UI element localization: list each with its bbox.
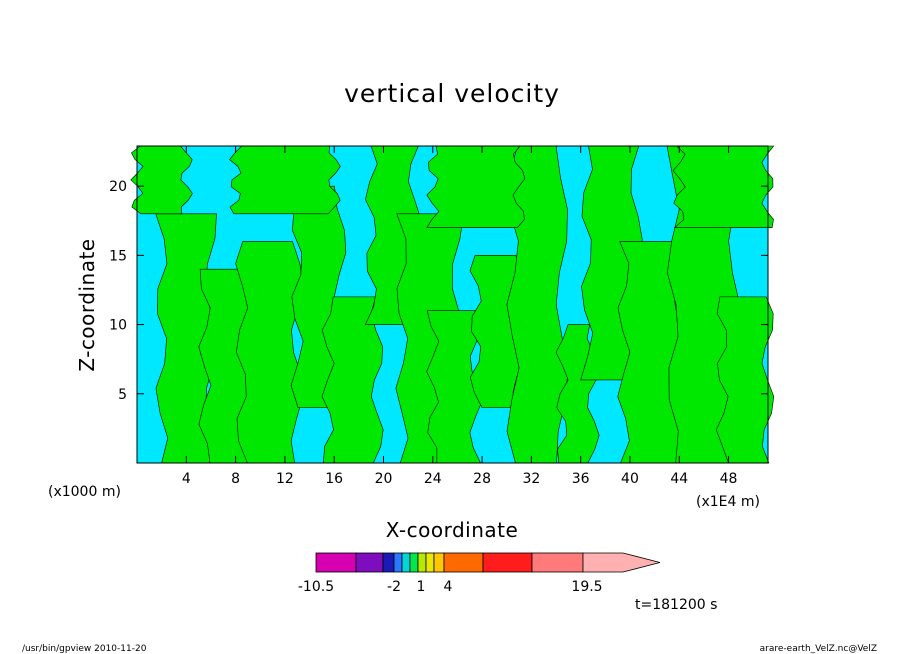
- colorbar-segment: [425, 552, 435, 573]
- colorbar: -10.5 -2 1 4 19.5: [298, 552, 661, 595]
- updraft-region: [426, 145, 526, 228]
- x-tick-label: 24: [424, 471, 442, 487]
- x-tick-label: 40: [621, 471, 639, 487]
- velocity-field: [130, 145, 775, 464]
- footer-left: /usr/bin/gpview 2010-11-20: [22, 644, 147, 654]
- x-tick-label: 32: [522, 471, 540, 487]
- y-tick-label: 20: [109, 179, 127, 195]
- colorbar-segment: [417, 552, 427, 573]
- colorbar-segment: [382, 552, 395, 573]
- x-tick-label: 36: [572, 471, 590, 487]
- x-axis: 4 8 12 16 20 24 28 32 36 40 44 48: [182, 146, 738, 487]
- x-tick-label: 4: [182, 471, 191, 487]
- updraft-region: [715, 296, 775, 464]
- colorbar-label: -2: [387, 579, 401, 595]
- x-tick-label: 8: [231, 471, 240, 487]
- x-tick-label: 20: [375, 471, 393, 487]
- colorbar-segment: [482, 552, 533, 573]
- colorbar-segment: [582, 552, 661, 573]
- y-tick-label: 10: [109, 318, 127, 334]
- colorbar-segment: [401, 552, 411, 573]
- colorbar-label: 19.5: [571, 579, 602, 595]
- colorbar-segment: [433, 552, 445, 573]
- x-unit-label: (x1000 m): [48, 484, 121, 500]
- time-label: t=181200 s: [635, 597, 717, 613]
- x-tick-label: 12: [276, 471, 294, 487]
- colorbar-segment: [531, 552, 584, 573]
- chart-title: vertical velocity: [344, 79, 560, 108]
- colorbar-label: -10.5: [298, 579, 334, 595]
- x-tick-label: 28: [473, 471, 491, 487]
- colorbar-label: 4: [444, 579, 453, 595]
- updraft-region: [672, 145, 775, 228]
- y-axis-label: Z-coordinate: [75, 238, 99, 371]
- y-unit-label: (x1E4 m): [696, 494, 760, 510]
- updraft-region: [235, 241, 304, 464]
- updraft-region: [229, 145, 341, 215]
- y-tick-label: 15: [109, 248, 127, 264]
- colorbar-segment: [355, 552, 384, 573]
- colorbar-label: 1: [417, 579, 426, 595]
- y-axis: 5 10 15 20: [109, 179, 768, 403]
- x-tick-label: 44: [670, 471, 688, 487]
- x-tick-label: 16: [325, 471, 343, 487]
- footer-right: arare-earth_VelZ.nc@VelZ: [760, 644, 877, 654]
- x-axis-label: X-coordinate: [386, 518, 519, 542]
- y-tick-label: 5: [118, 387, 127, 403]
- plot-frame: [136, 145, 769, 464]
- colorbar-segment: [393, 552, 403, 573]
- colorbar-segment: [409, 552, 419, 573]
- colorbar-segment: [315, 552, 357, 573]
- x-tick-label: 48: [720, 471, 738, 487]
- colorbar-segment: [443, 552, 484, 573]
